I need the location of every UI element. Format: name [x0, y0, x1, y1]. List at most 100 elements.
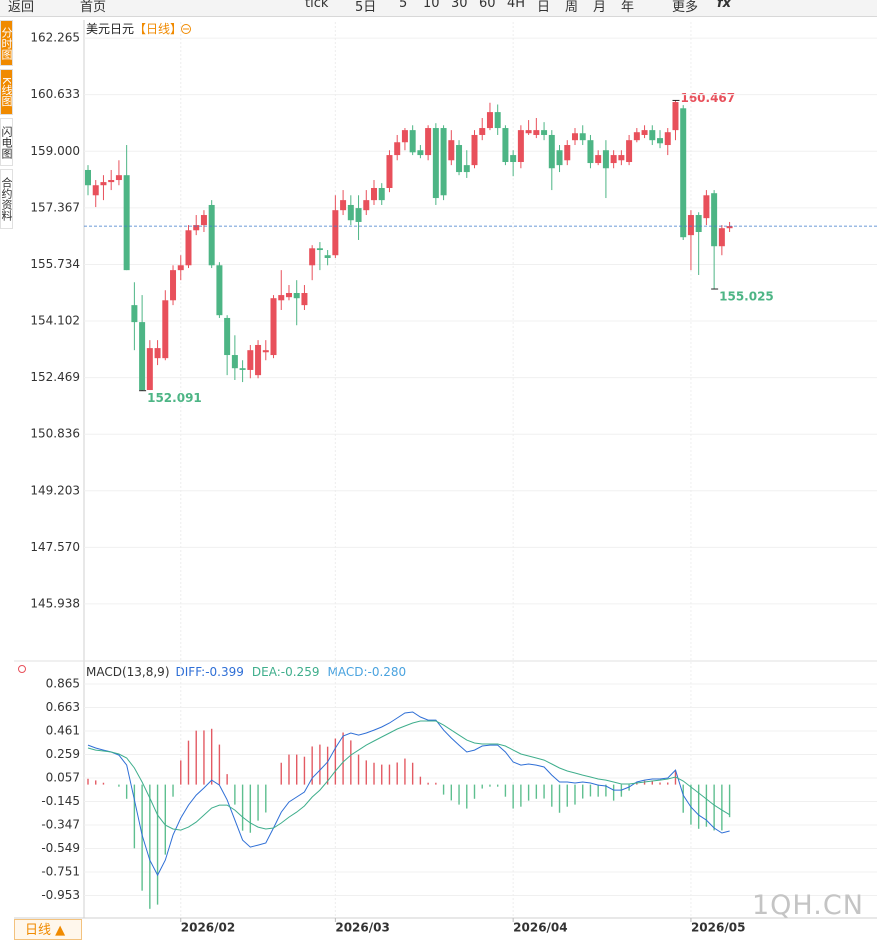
tool-5[interactable]: 5	[399, 0, 408, 11]
min-label: 152.091	[147, 391, 202, 405]
settings-icon[interactable]	[18, 665, 26, 673]
candle-body	[247, 350, 254, 370]
candle-body	[672, 102, 679, 131]
low-label: 155.025	[719, 290, 774, 304]
candle-body	[108, 180, 115, 183]
candle-body	[510, 155, 517, 163]
y-tick-label: 0.057	[46, 770, 80, 784]
candle-body	[711, 193, 718, 247]
candle-body	[502, 128, 509, 163]
candle-body	[386, 155, 393, 188]
candle-body	[177, 265, 184, 271]
candle-body	[494, 112, 501, 129]
tab-timeshare[interactable]: 分时图	[0, 20, 13, 66]
candle-body	[394, 142, 401, 156]
plot-bg	[84, 20, 877, 918]
candle-body	[92, 185, 99, 196]
candle-body	[224, 317, 231, 356]
y-tick-label: 154.102	[30, 314, 80, 328]
tool-month[interactable]: 月	[593, 0, 607, 15]
candle-body	[355, 208, 362, 222]
candle-body	[417, 150, 424, 156]
tool-more[interactable]: 更多	[672, 0, 699, 15]
period-button[interactable]: 日线 ▲	[14, 919, 82, 940]
y-tick-label: 149.203	[30, 483, 80, 497]
candle-body	[548, 134, 555, 169]
y-tick-label: -0.953	[41, 888, 80, 902]
tool-tick[interactable]: tick	[305, 0, 329, 11]
sidebar: 分时图 K线图 闪电图 合约资料	[0, 20, 13, 232]
candle-body	[602, 150, 609, 169]
candle-body	[726, 226, 733, 229]
candle-body	[703, 195, 710, 219]
x-tick-label: 2026/02	[181, 921, 235, 935]
tool-60[interactable]: 60	[479, 0, 496, 11]
y-tick-label: 0.663	[46, 700, 80, 714]
candle-body	[200, 215, 207, 226]
collapse-icon[interactable]	[181, 24, 191, 34]
candle-body	[131, 305, 138, 323]
candle-body	[448, 140, 455, 161]
tool-back[interactable]: 返回	[8, 0, 35, 15]
y-tick-label: 157.367	[30, 200, 80, 214]
candle-body	[695, 215, 702, 233]
candle-body	[316, 248, 323, 251]
tab-flash[interactable]: 闪电图	[0, 118, 13, 166]
candle-body	[595, 155, 602, 164]
macd-name: MACD:	[327, 665, 367, 679]
candle-body	[208, 204, 215, 266]
tool-5d[interactable]: 5日	[355, 0, 377, 15]
candle-body	[432, 128, 439, 199]
candle-body	[115, 175, 122, 181]
candle-body	[401, 130, 408, 143]
candle-body	[687, 215, 694, 236]
tool-home[interactable]: 首页	[80, 0, 107, 15]
max-label: 160.467	[680, 91, 735, 105]
candle-body	[262, 350, 269, 353]
candle-body	[332, 210, 339, 256]
candle-body	[100, 182, 107, 186]
y-tick-label: 155.734	[30, 257, 80, 271]
dea-name: DEA:	[252, 665, 281, 679]
macd-value: -0.280	[367, 665, 406, 679]
tool-year[interactable]: 年	[621, 0, 635, 15]
candle-body	[610, 155, 617, 164]
candle-body	[324, 255, 331, 259]
candle-body	[85, 169, 91, 186]
y-tick-label: 147.570	[30, 540, 80, 554]
tool-day[interactable]: 日	[537, 0, 551, 15]
y-tick-label: 145.938	[30, 596, 80, 610]
candle-body	[579, 133, 586, 141]
x-tick-label: 2026/03	[335, 921, 389, 935]
candle-body	[270, 298, 277, 356]
tool-week[interactable]: 周	[565, 0, 579, 15]
watermark: 1QH.CN	[752, 890, 864, 921]
y-tick-label: 160.633	[30, 87, 80, 101]
candle-body	[347, 204, 354, 221]
tool-4h[interactable]: 4H	[507, 0, 526, 11]
y-tick-label: -0.549	[41, 841, 80, 855]
candle-body	[456, 145, 463, 173]
tab-kline[interactable]: K线图	[0, 69, 13, 115]
chart-period: 【日线】	[134, 22, 182, 36]
candle-body	[255, 344, 262, 376]
tool-10[interactable]: 10	[423, 0, 440, 11]
macd-line	[87, 720, 730, 831]
y-tick-label: -0.347	[41, 817, 80, 831]
candle-body	[525, 130, 532, 134]
tab-contract[interactable]: 合约资料	[0, 169, 13, 229]
candle-body	[680, 108, 687, 238]
candle-body	[718, 228, 725, 247]
tool-fx[interactable]: fx	[717, 0, 732, 11]
y-tick-label: -0.145	[41, 794, 80, 808]
macd-title: MACD(13,8,9)	[86, 665, 170, 679]
candle-body	[587, 140, 594, 164]
candle-body	[231, 355, 238, 369]
candle-body	[285, 293, 292, 298]
dea-value: -0.259	[281, 665, 320, 679]
candle-body	[633, 132, 640, 141]
candle-body	[471, 134, 478, 166]
tool-30[interactable]: 30	[451, 0, 468, 11]
candle-body	[309, 248, 316, 266]
